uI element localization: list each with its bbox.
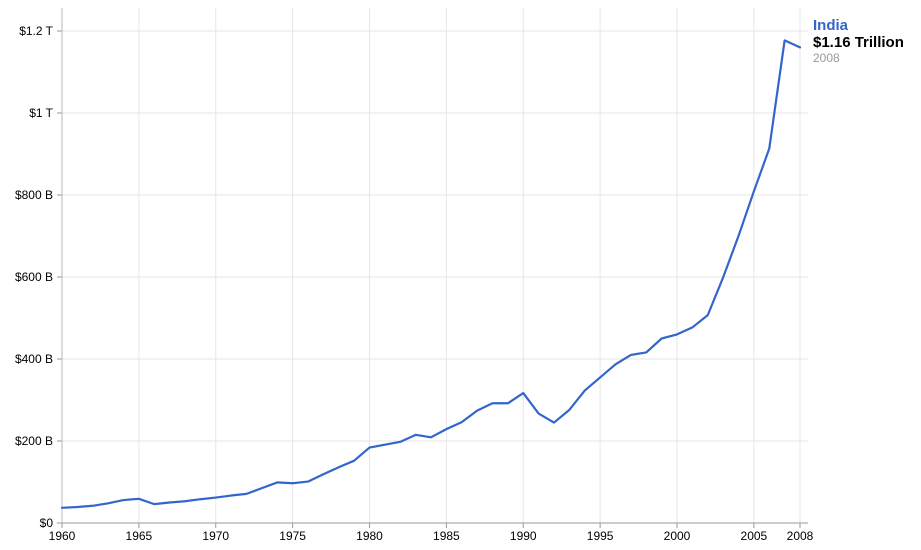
y-tick-label: $800 B [15, 188, 53, 202]
y-tick-label: $1 T [29, 106, 53, 120]
y-tick-label: $1.2 T [19, 24, 53, 38]
x-tick-label: 1985 [433, 529, 460, 543]
y-tick-label: $0 [40, 516, 54, 530]
y-tick-label: $400 B [15, 352, 53, 366]
legend-year: 2008 [813, 51, 840, 65]
x-tick-label: 2008 [787, 529, 814, 543]
x-tick-label: 1990 [510, 529, 537, 543]
grid [61, 8, 808, 524]
x-tick-label: 2005 [741, 529, 768, 543]
x-tick-label: 2000 [664, 529, 691, 543]
x-tick-label: 1980 [356, 529, 383, 543]
legend: India $1.16 Trillion 2008 [813, 18, 904, 64]
x-axis: 1960 1965 1970 1975 1980 1985 1990 1995 2000 2005… [49, 522, 814, 543]
x-tick-label: 1970 [202, 529, 229, 543]
legend-value: $1.16 Trillion [813, 34, 904, 51]
y-axis: $0 $200 B $400 B $600 B $800 B $1 T $1.2 T [15, 8, 63, 530]
x-tick-label: 1995 [587, 529, 614, 543]
y-tick-label: $600 B [15, 270, 53, 284]
x-tick-label: 1960 [49, 529, 76, 543]
y-tick-label: $200 B [15, 434, 53, 448]
series-line-india[interactable] [60, 39, 802, 509]
legend-series-name: India [813, 17, 849, 34]
x-tick-label: 1965 [126, 529, 153, 543]
series-layer [60, 39, 802, 509]
x-tick-label: 1975 [279, 529, 306, 543]
